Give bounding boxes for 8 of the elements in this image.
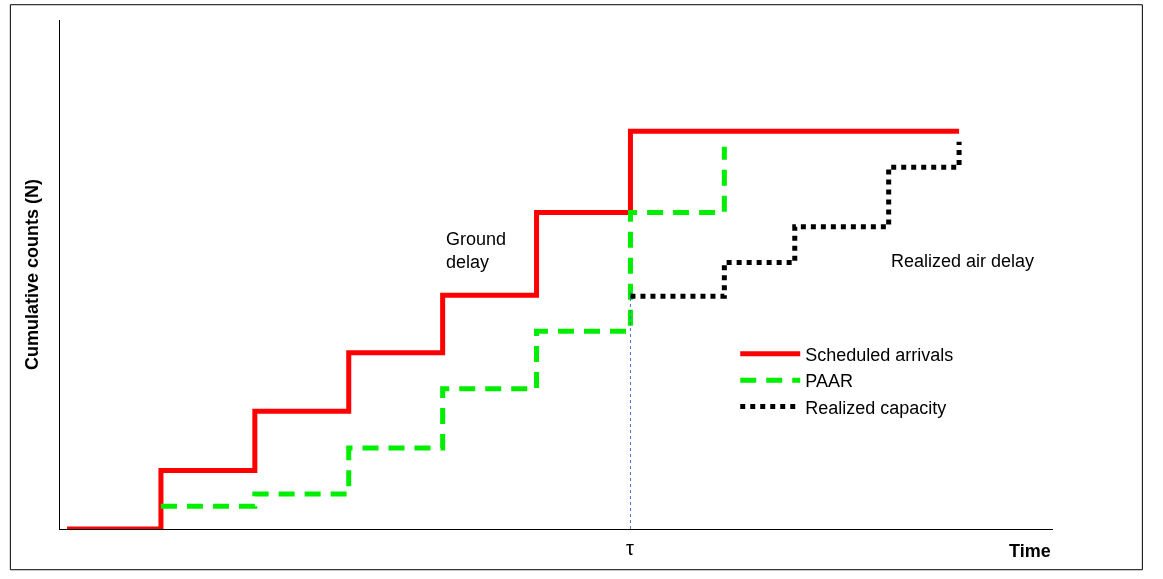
annotation: Ground delay [446, 229, 507, 273]
legend-label: Scheduled arrivals [805, 344, 954, 365]
y-axis-title: Cumulative counts (N) [22, 178, 43, 371]
text: τ [626, 537, 634, 559]
annotation: Realized air delay [891, 251, 1035, 271]
x-axis-title: Time [1009, 541, 1051, 561]
legend-label: Realized capacity [805, 397, 947, 418]
legend-label: PAAR [805, 371, 853, 392]
